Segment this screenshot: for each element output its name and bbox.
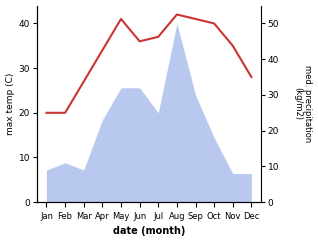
X-axis label: date (month): date (month) <box>113 227 185 236</box>
Y-axis label: max temp (C): max temp (C) <box>5 73 15 135</box>
Y-axis label: med. precipitation
(kg/m2): med. precipitation (kg/m2) <box>293 65 313 143</box>
